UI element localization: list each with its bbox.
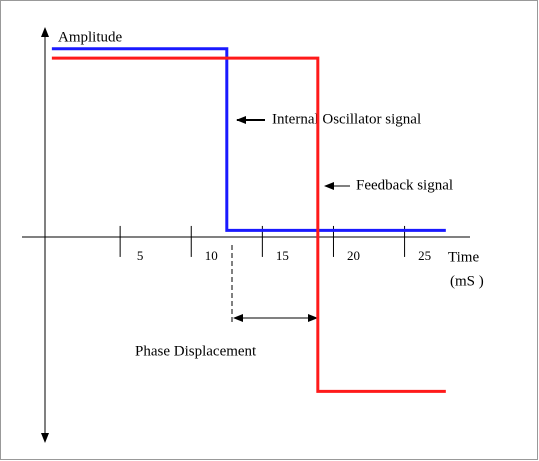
x-tick-label: 5 — [137, 248, 144, 263]
y-axis-label: Amplitude — [58, 29, 123, 45]
annotation: Feedback signal — [356, 177, 453, 193]
signal-line — [51, 47, 446, 232]
x-axis-unit: (mS ) — [450, 273, 484, 289]
annotation: Internal Oscillator signal — [272, 111, 421, 127]
x-axis-label: Time — [448, 249, 479, 265]
x-tick-label: 15 — [276, 248, 289, 263]
signal-line — [51, 56, 446, 393]
x-tick-label: 20 — [347, 248, 360, 263]
x-tick-label: 10 — [205, 248, 218, 263]
x-tick-label: 25 — [418, 248, 431, 263]
annotation: Phase Displacement — [135, 343, 257, 359]
